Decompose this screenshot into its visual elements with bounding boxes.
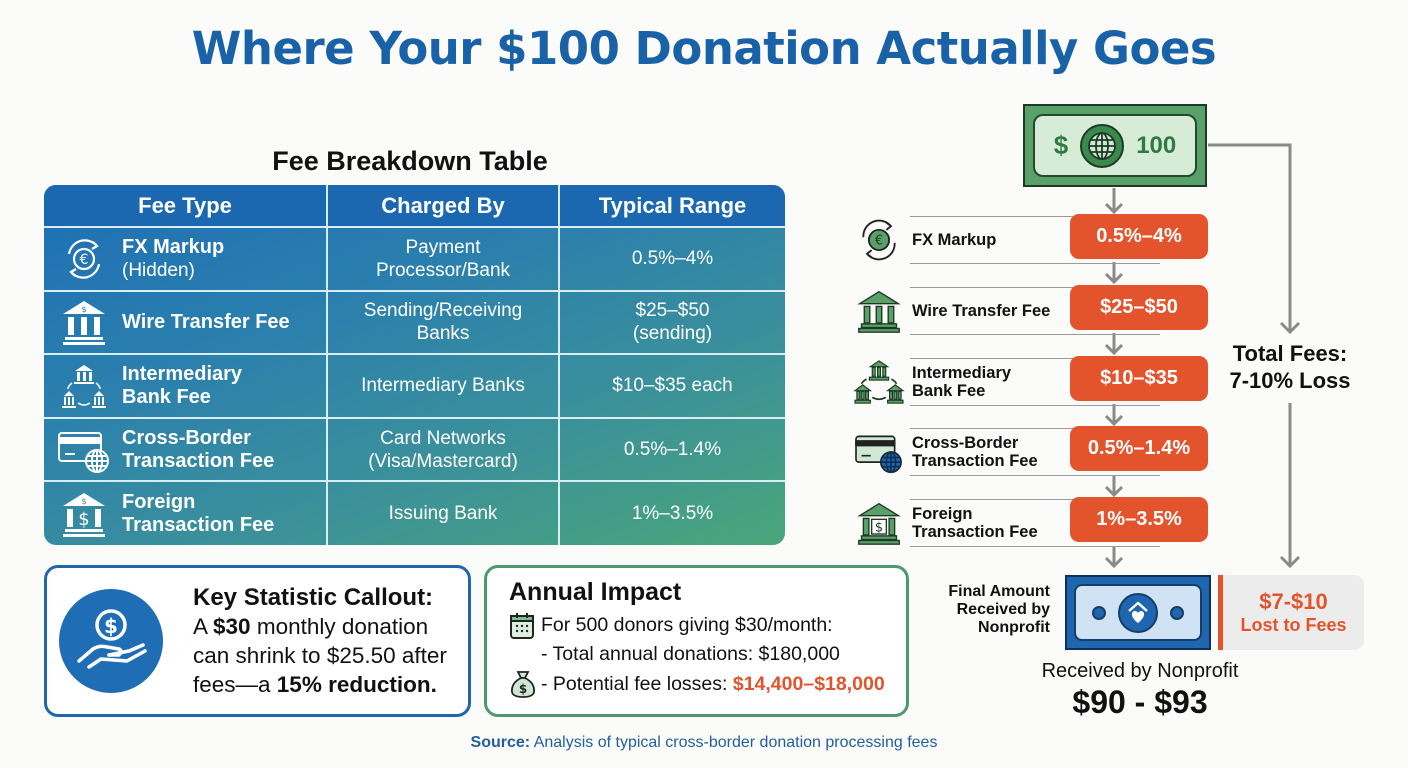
card-globe-icon <box>850 428 908 476</box>
flow-step-value: 0.5%–4% <box>1070 214 1208 259</box>
table-header-row: Fee Type Charged By Typical Range <box>44 185 785 228</box>
fee-type-cell: Intermediary Bank Fee <box>44 353 328 419</box>
callout-amount: $30 <box>213 614 251 639</box>
svg-text:$: $ <box>78 509 89 530</box>
calendar-icon <box>509 612 541 640</box>
final-amount-label: Final Amount Received by Nonprofit <box>948 583 1050 636</box>
table-row: € FX Markup (Hidden) Payment Processor/B… <box>44 226 785 292</box>
range-cell: 1%–3.5% <box>558 480 785 545</box>
fee-breakdown-table: Fee Type Charged By Typical Range € <box>44 185 785 545</box>
bank-network-icon <box>850 358 908 406</box>
svg-text:$: $ <box>81 305 86 314</box>
flow-step-fx-markup: € FX Markup 0.5%–4% <box>850 214 1210 264</box>
range-cell: 0.5%–4% <box>558 226 785 292</box>
received-label: Received by Nonprofit <box>1041 660 1239 682</box>
lost-label: Lost to Fees <box>1240 615 1347 635</box>
callout-text-a: A <box>193 614 214 639</box>
bank-icon <box>850 287 908 335</box>
received-amount: $90 - $93 <box>1072 684 1208 720</box>
fee-type-name: Intermediary Bank Fee <box>122 362 243 408</box>
flow-step-value: $10–$35 <box>1070 356 1208 401</box>
fee-type-cell: Cross-Border Transaction Fee <box>44 416 328 483</box>
range-cell: $10–$35 each <box>558 353 785 419</box>
flow-step-intermediary: Intermediary Bank Fee $10–$35 <box>850 356 1210 406</box>
bank-dollar-sign-icon: $ $ <box>56 489 112 539</box>
callout-reduction: 15% reduction. <box>276 672 437 697</box>
charged-by-cell: Issuing Bank <box>326 480 560 545</box>
flow-step-label: Cross-Border Transaction Fee <box>912 434 1038 470</box>
svg-text:$: $ <box>519 682 527 696</box>
flow-step-label: Wire Transfer Fee <box>912 302 1051 320</box>
home-heart-icon <box>1118 592 1158 633</box>
fee-type-cell: € FX Markup (Hidden) <box>44 226 328 292</box>
header-fee-type: Fee Type <box>44 185 328 228</box>
fee-type-name: Cross-Border Transaction Fee <box>122 426 275 472</box>
impact-heading: Annual Impact <box>509 578 682 606</box>
table-row: $ Wire Transfer Fee Sending/Receiving Ba… <box>44 289 785 356</box>
currency-exchange-euro-icon: € <box>850 216 908 264</box>
svg-text:$: $ <box>81 497 86 506</box>
impact-line-2: - Total annual donations: $180,000 <box>541 643 840 665</box>
fee-type-name: FX Markup <box>122 235 225 258</box>
total-fees-label: Total Fees: 7-10% Loss <box>1229 341 1351 393</box>
flow-step-value: 1%–3.5% <box>1070 497 1208 542</box>
key-statistic-callout: $ Key Statistic Callout: A $30 monthly d… <box>44 565 471 717</box>
annual-impact-box: Annual Impact For 500 donors giving $30/… <box>484 565 909 717</box>
flow-step-wire-transfer: Wire Transfer Fee $25–$50 <box>850 285 1210 335</box>
bill-amount: 100 <box>1136 131 1177 159</box>
bill-dollar-symbol: $ <box>1053 130 1069 160</box>
header-charged-by: Charged By <box>326 185 560 228</box>
flow-step-label: Foreign Transaction Fee <box>912 505 1038 541</box>
range-cell: 0.5%–1.4% <box>558 416 785 483</box>
hand-coin-icon: $ <box>59 589 163 693</box>
svg-text:$: $ <box>104 614 118 638</box>
flow-step-label: FX Markup <box>912 231 997 249</box>
page-title: Where Your $100 Donation Actually Goes <box>191 22 1217 75</box>
card-globe-icon <box>56 425 112 475</box>
charged-by-cell: Intermediary Banks <box>326 353 560 419</box>
table-title: Fee Breakdown Table <box>272 146 548 176</box>
currency-exchange-euro-icon: € <box>56 234 112 284</box>
bank-network-icon <box>56 361 112 411</box>
table-row: $ $ Foreign Transaction Fee Issuing Bank… <box>44 480 785 545</box>
bank-dollar-sign-icon: $ <box>850 499 908 547</box>
lost-to-fees-box: $7-$10 Lost to Fees <box>1218 575 1364 650</box>
nonprofit-bill <box>1065 575 1211 650</box>
charged-by-cell: Payment Processor/Bank <box>326 226 560 292</box>
callout-heading: Key Statistic Callout: <box>193 584 434 611</box>
flow-step-cross-border: Cross-Border Transaction Fee 0.5%–1.4% <box>850 426 1210 476</box>
globe-icon <box>1080 123 1125 168</box>
flow-step-value: 0.5%–1.4% <box>1070 426 1208 471</box>
impact-fee-losses-value: $14,400–$18,000 <box>732 672 885 695</box>
fee-type-cell: $ Wire Transfer Fee <box>44 289 328 356</box>
money-bag-icon: $ <box>509 669 541 699</box>
impact-line-3-prefix: - Potential fee losses: <box>541 672 728 695</box>
flow-step-label: Intermediary Bank Fee <box>912 364 1012 400</box>
table-row: Intermediary Bank Fee Intermediary Banks… <box>44 353 785 419</box>
header-typical-range: Typical Range <box>558 185 785 228</box>
impact-line-1: For 500 donors giving $30/month: <box>541 614 833 636</box>
lost-amount: $7-$10 <box>1259 589 1328 614</box>
svg-text:€: € <box>80 252 89 268</box>
flow-step-foreign-transaction: $ Foreign Transaction Fee 1%–3.5% <box>850 497 1210 547</box>
hundred-dollar-bill: $ 100 <box>1023 104 1207 187</box>
flow-step-value: $25–$50 <box>1070 285 1208 330</box>
table-row: Cross-Border Transaction Fee Card Networ… <box>44 416 785 483</box>
charged-by-cell: Card Networks (Visa/Mastercard) <box>326 416 560 483</box>
source-note: Source: Analysis of typical cross-border… <box>470 734 938 751</box>
fee-type-name: Wire Transfer Fee <box>122 310 290 333</box>
fee-type-cell: $ $ Foreign Transaction Fee <box>44 480 328 545</box>
svg-text:€: € <box>875 234 883 249</box>
callout-text-b: monthly donation can shrink to $25.50 af… <box>193 614 447 697</box>
charged-by-cell: Sending/Receiving Banks <box>326 289 560 356</box>
fee-type-name: Foreign Transaction Fee <box>122 490 275 536</box>
range-cell: $25–$50 (sending) <box>558 289 785 356</box>
svg-text:$: $ <box>875 520 883 535</box>
bank-dollar-icon: $ <box>56 297 112 347</box>
fee-type-sub: (Hidden) <box>122 259 195 281</box>
